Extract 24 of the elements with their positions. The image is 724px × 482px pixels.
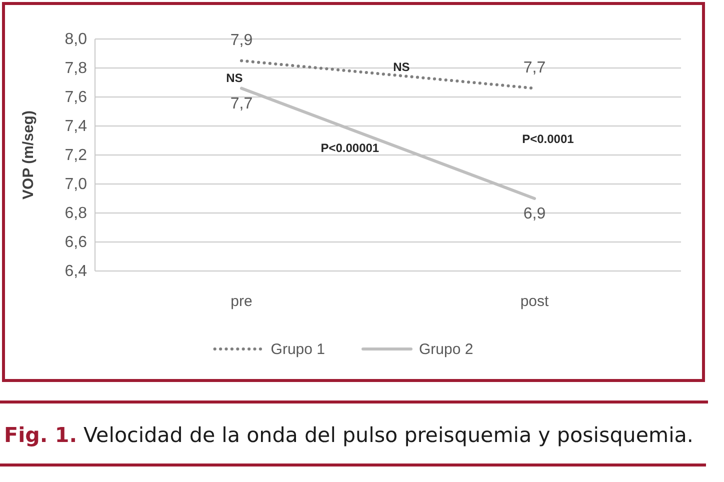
y-axis-title: VOP (m/seg) [20, 110, 37, 200]
data-label: 6,9 [523, 206, 546, 222]
y-tick-label: 8,0 [64, 31, 88, 48]
y-tick-label: 7,6 [64, 89, 88, 106]
legend-label: Grupo 2 [419, 341, 474, 358]
annotation: P<0.00001 [320, 141, 380, 156]
data-label: 7,7 [230, 95, 253, 112]
y-tick-label: 7,2 [64, 147, 88, 164]
annotation: NS [226, 70, 243, 85]
y-tick-label: 6,4 [64, 263, 88, 280]
annotation: NS [393, 60, 410, 74]
data-label: 7,9 [230, 32, 253, 49]
y-tick-label: 7,8 [64, 60, 88, 77]
y-tick-label: 7,0 [64, 176, 88, 193]
y-tick-label: 6,8 [64, 205, 88, 222]
x-tick-label: pre [230, 293, 252, 310]
legend-label: Grupo 1 [270, 341, 326, 358]
y-tick-label: 6,6 [64, 234, 88, 251]
text: Velocidad de la onda del pulso preisquemia y posisquemia. [77, 423, 694, 447]
annotation: P<0.0001 [522, 132, 574, 146]
x-tick-label: post [520, 293, 550, 310]
caption: Fig. 1. [4, 423, 78, 447]
data-label: 7,7 [523, 59, 546, 76]
y-tick-label: 7,4 [64, 118, 88, 135]
